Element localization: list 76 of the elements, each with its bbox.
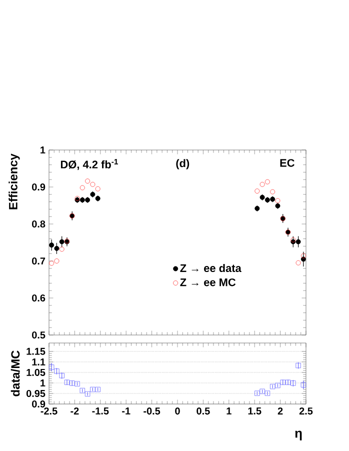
y-tick-label: 0.7 (32, 257, 46, 265)
x-tick-label: 1.5 (248, 408, 262, 414)
y-tick-label: 1 (40, 380, 46, 386)
point (264, 390, 270, 396)
point (254, 206, 260, 211)
point (49, 260, 54, 266)
y-tick-label: 0.9 (32, 183, 46, 191)
x-tick-label: -2.5 (40, 408, 58, 415)
point (280, 380, 286, 385)
point (296, 239, 301, 244)
point (74, 381, 80, 386)
y-tick-label: 0.9 (32, 400, 46, 408)
point (95, 186, 100, 192)
point (85, 197, 90, 202)
point (254, 390, 260, 396)
point (300, 382, 306, 388)
x-tick-label: 2.5 (299, 408, 313, 415)
point (275, 198, 280, 204)
point (270, 384, 276, 390)
point (270, 196, 276, 202)
point (54, 246, 60, 251)
point (59, 373, 64, 378)
point (64, 380, 70, 385)
annotation: EC (280, 159, 294, 167)
point (90, 386, 96, 392)
point (85, 178, 90, 184)
x-tick-label: 0.5 (196, 408, 210, 415)
point (260, 194, 265, 200)
point (285, 380, 291, 385)
y-tick-label: 0.6 (32, 294, 46, 302)
point (95, 196, 100, 201)
point (80, 388, 85, 394)
y-tick-label: 1.05 (26, 368, 46, 376)
point (270, 189, 276, 194)
x-axis-title: η (295, 430, 302, 440)
y-tick-label: 0.95 (26, 390, 46, 397)
point (290, 380, 296, 386)
x-tick-label: -1.5 (92, 408, 109, 414)
point (80, 197, 85, 202)
point (90, 182, 96, 187)
point (80, 185, 85, 190)
point (260, 182, 265, 187)
point (54, 368, 60, 374)
point (90, 192, 96, 197)
x-tick-label: 2 (278, 408, 283, 414)
point (49, 242, 54, 248)
point (254, 188, 260, 194)
y-tick-label: 1.1 (32, 358, 46, 366)
point (48, 364, 54, 370)
x-tick-label: 0 (175, 408, 180, 415)
point (296, 260, 301, 266)
point (260, 388, 265, 394)
point (296, 362, 301, 368)
y-tick-label: 0.8 (32, 220, 46, 228)
y-tick-label: 1.15 (26, 348, 46, 355)
point (264, 197, 270, 202)
point (95, 386, 100, 392)
point (264, 179, 270, 184)
point (84, 391, 90, 396)
x-tick-label: -0.5 (144, 408, 160, 415)
x-tick-label: -1 (122, 408, 130, 414)
y-axis-title: Efficiency (8, 154, 20, 210)
point (54, 258, 60, 264)
y-axis-title: data/MC (10, 350, 20, 396)
annotation: DØ, 4.2 fb$^{-1}$ (60, 159, 118, 170)
point (275, 382, 280, 388)
y-tick-label: 0.5 (32, 331, 46, 339)
annotation: (d) (176, 159, 190, 170)
y-tick-label: 1 (40, 146, 46, 154)
legend-label: Z → ee MC (180, 278, 236, 286)
point (59, 246, 64, 252)
x-tick-label: 1 (226, 408, 232, 414)
point (59, 239, 64, 244)
legend-label: Z → ee data (180, 264, 242, 272)
x-tick-label: -2 (70, 408, 79, 414)
point (70, 380, 75, 386)
